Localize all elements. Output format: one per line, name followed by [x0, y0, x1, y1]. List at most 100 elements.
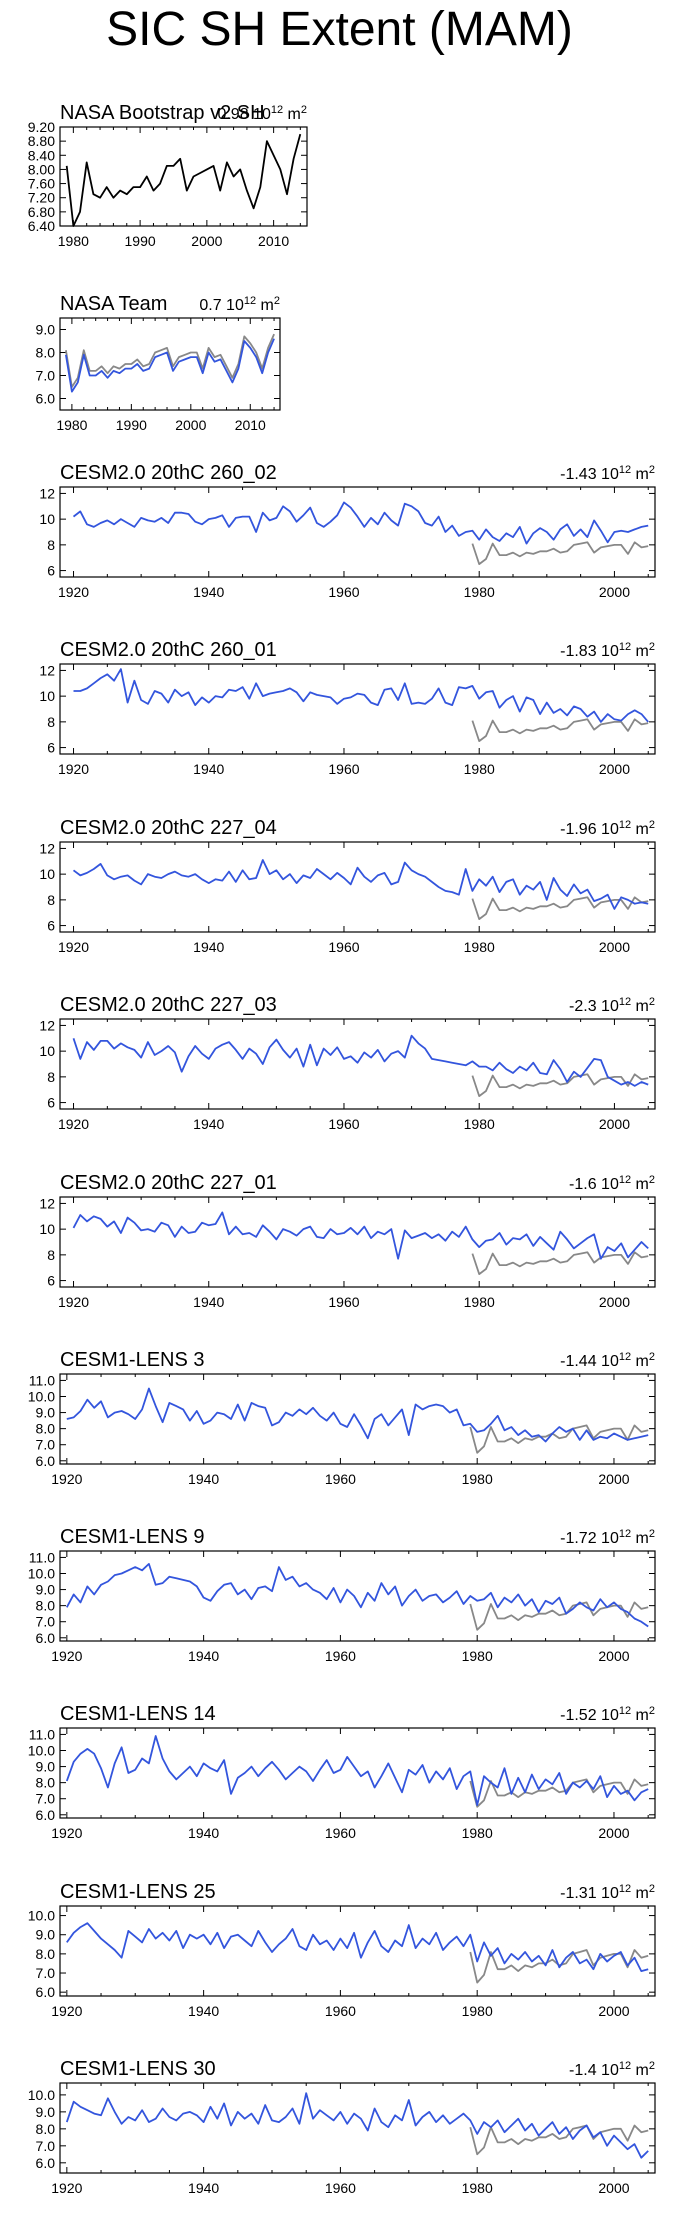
trend-label: -1.44 1012 m2 [560, 1351, 655, 1370]
plot-frame [59, 841, 656, 933]
x-tick-label: 1980 [464, 939, 495, 955]
x-tick-label: 2000 [598, 1825, 629, 1841]
x-tick-label: 1960 [325, 1825, 356, 1841]
panel-title: CESM2.0 20thC 227_03 [60, 994, 277, 1016]
x-tick-label: 2000 [599, 1116, 630, 1132]
x-tick-label: 1960 [325, 1471, 356, 1487]
panel-title: CESM1-LENS 14 [60, 1703, 216, 1725]
model-series-line [66, 1387, 649, 1443]
y-tick-label: 8.0 [36, 345, 56, 361]
x-tick-label: 1960 [328, 1116, 359, 1132]
chart-panel: NASA Bootstrap v2 SH0.98 1012 m2 6.406.80… [28, 102, 308, 249]
y-tick-label: 6.0 [36, 1630, 56, 1646]
x-tick-label: 2000 [598, 1648, 629, 1664]
y-tick-label: 10 [39, 1221, 55, 1237]
y-tick-label: 10 [39, 866, 55, 882]
x-tick-label: 2000 [599, 939, 630, 955]
y-tick-label: 11.0 [29, 1726, 55, 1742]
y-tick-label: 10.0 [28, 1908, 55, 1924]
y-tick-label: 8 [47, 892, 55, 908]
x-tick-label: 1940 [188, 2003, 219, 2019]
panel-title: CESM1-LENS 30 [60, 2058, 216, 2080]
x-tick-label: 1940 [193, 584, 224, 600]
model-series-line [65, 2092, 649, 2159]
plot-frame [59, 317, 281, 411]
x-tick-label: 1960 [328, 761, 359, 777]
y-tick-label: 8 [47, 1247, 55, 1263]
y-tick-label: 9.0 [36, 1582, 56, 1598]
y-tick-label: 6.0 [36, 391, 56, 407]
x-tick-label: 1920 [51, 1648, 82, 1664]
x-tick-label: 2000 [599, 761, 630, 777]
model-series-line [65, 1735, 649, 1806]
model-series-line [72, 859, 649, 910]
chart-panel: CESM1-LENS 3 -1.44 1012 m2 6.07.08.09.010.… [28, 1349, 656, 1487]
y-tick-label: 8.0 [36, 2121, 56, 2137]
x-tick-label: 1990 [125, 233, 156, 249]
model-series-line [72, 501, 649, 545]
x-tick-label: 1980 [462, 2003, 493, 2019]
obs-series-line [471, 1073, 649, 1097]
y-tick-label: 8.0 [36, 1421, 56, 1437]
x-tick-label: 1960 [328, 939, 359, 955]
y-tick-label: 12 [39, 1195, 55, 1211]
trend-label: -2.3 1012 m2 [569, 996, 655, 1015]
x-tick-label: 1920 [58, 939, 89, 955]
panel-title: CESM2.0 20thC 227_01 [60, 1172, 277, 1194]
x-tick-label: 1980 [56, 417, 87, 433]
trend-label: 0.98 1012 m2 [217, 104, 307, 123]
y-tick-label: 8.0 [36, 1598, 56, 1614]
trend-label: -1.96 1012 m2 [560, 819, 655, 838]
x-tick-label: 1920 [51, 2180, 82, 2196]
plot-frame [59, 1727, 656, 1819]
trend-label: -1.52 1012 m2 [560, 1705, 655, 1724]
y-tick-label: 10 [39, 511, 55, 527]
x-tick-label: 2000 [175, 417, 206, 433]
x-tick-label: 1920 [51, 2003, 82, 2019]
x-tick-label: 2010 [235, 417, 266, 433]
x-tick-label: 1940 [188, 1471, 219, 1487]
y-tick-label: 7.0 [36, 2138, 56, 2154]
plot-frame [59, 1018, 656, 1110]
model-series-line [72, 1211, 649, 1260]
x-tick-label: 1980 [464, 1116, 495, 1132]
y-tick-label: 8.00 [28, 161, 55, 177]
panel-title: CESM2.0 20thC 260_01 [60, 639, 277, 661]
trend-label: -1.4 1012 m2 [569, 2060, 655, 2079]
y-tick-label: 7.20 [28, 190, 55, 206]
x-tick-label: 1960 [328, 1294, 359, 1310]
x-tick-label: 1940 [188, 1825, 219, 1841]
x-tick-label: 2010 [258, 233, 289, 249]
obs-series-line [469, 1778, 649, 1808]
y-tick-label: 6.0 [36, 2155, 56, 2171]
obs-series-line [471, 541, 649, 565]
trend-label: -1.6 1012 m2 [569, 1174, 655, 1193]
panel-title: CESM1-LENS 3 [60, 1349, 205, 1371]
panel-title: NASA Bootstrap v2 SH [60, 102, 265, 124]
y-tick-label: 8.0 [36, 1946, 56, 1962]
y-tick-label: 9.0 [36, 1759, 56, 1775]
y-tick-label: 12 [39, 485, 55, 501]
panel-title: CESM2.0 20thC 260_02 [60, 462, 277, 484]
x-tick-label: 1940 [188, 2180, 219, 2196]
x-tick-label: 1920 [51, 1471, 82, 1487]
x-tick-label: 1980 [462, 1648, 493, 1664]
y-tick-label: 11.0 [29, 1372, 55, 1388]
chart-panel: CESM2.0 20thC 260_01 -1.83 1012 m2 6 8 10 12 1… [39, 639, 656, 777]
x-tick-label: 1940 [193, 939, 224, 955]
trend-label: 0.7 1012 m2 [199, 295, 280, 314]
y-tick-label: 7.0 [36, 1965, 56, 1981]
y-tick-label: 10 [39, 688, 55, 704]
obs-series-line [471, 1251, 649, 1275]
x-tick-label: 2000 [599, 1294, 630, 1310]
x-tick-label: 2000 [599, 584, 630, 600]
y-tick-label: 8.40 [28, 147, 55, 163]
x-tick-label: 1980 [464, 761, 495, 777]
page-title: SIC SH Extent (MAM) [106, 3, 573, 56]
x-tick-label: 1920 [58, 1116, 89, 1132]
x-tick-label: 1980 [58, 233, 89, 249]
x-tick-label: 1980 [464, 584, 495, 600]
panel-title: CESM1-LENS 9 [60, 1526, 205, 1548]
y-tick-label: 6.0 [36, 1453, 56, 1469]
